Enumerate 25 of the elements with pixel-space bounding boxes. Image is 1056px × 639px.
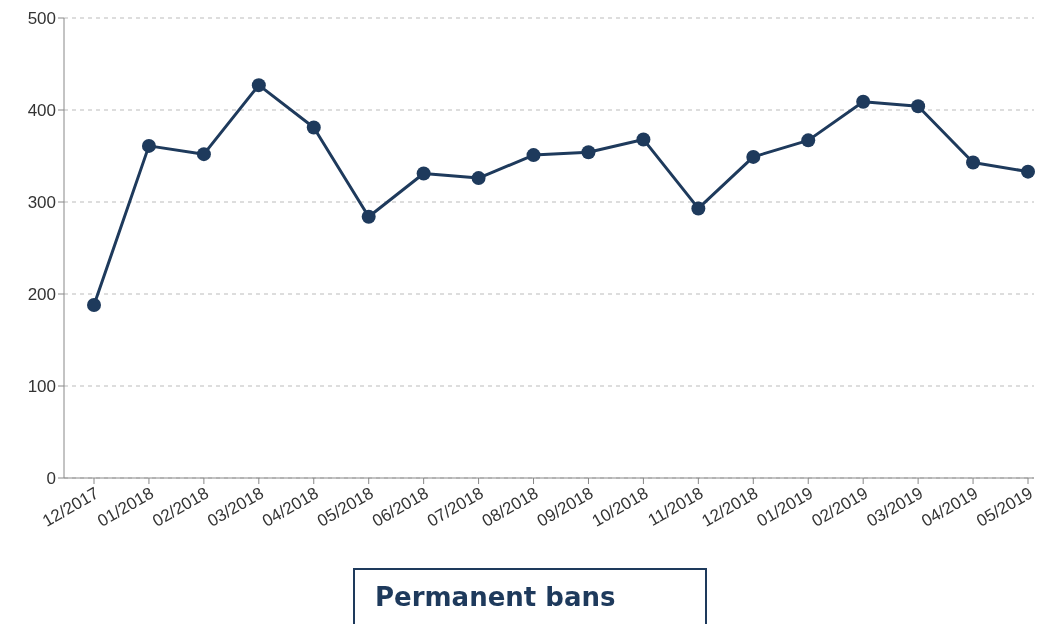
point	[87, 298, 101, 313]
point	[746, 149, 761, 164]
point	[691, 201, 706, 216]
point	[251, 78, 266, 93]
y-tick-label: 100	[27, 377, 56, 397]
y-tick-label: 500	[27, 9, 56, 29]
point	[196, 147, 211, 162]
point	[306, 120, 321, 135]
point	[636, 132, 651, 147]
point	[966, 155, 981, 170]
y-tick-label: 400	[27, 101, 56, 121]
point	[361, 209, 376, 224]
y-tick-label: 200	[27, 285, 56, 305]
point	[1021, 164, 1035, 179]
point	[581, 145, 596, 160]
point	[141, 138, 156, 153]
point	[526, 148, 541, 163]
y-tick-label: 300	[27, 193, 56, 213]
point	[911, 99, 926, 114]
point	[416, 166, 431, 181]
y-tick-label: 0	[46, 469, 56, 489]
point	[801, 133, 816, 148]
text: Permanent bans	[353, 568, 707, 624]
point	[856, 94, 871, 109]
point	[471, 171, 486, 186]
